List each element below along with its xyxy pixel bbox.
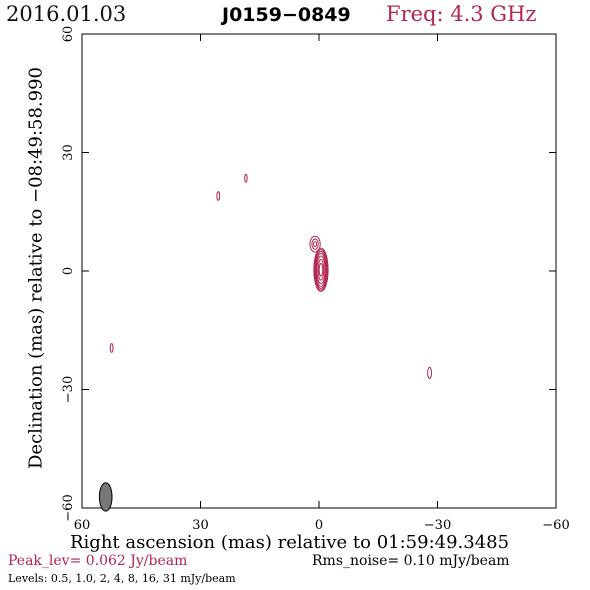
y-tick-label: 60 [61,26,76,43]
x-tick-label: −30 [424,518,451,533]
frequency-label: Freq: 4.3 GHz [386,2,537,26]
contour-line [315,252,327,287]
contour-line [309,235,321,253]
component-knot-n [309,235,321,253]
contour-line [316,255,326,285]
contour-line [318,262,324,277]
y-axis-label: Declination (mas) relative to −08:49:58.… [25,66,47,470]
x-tick-label: 60 [74,518,91,533]
beam-ellipse [98,482,113,512]
y-tick-label: −30 [61,376,76,403]
component-blob-1 [216,191,221,201]
component-blob-3 [109,343,114,353]
peak-level: Peak_lev= 0.062 Jy/beam [8,553,188,569]
contour-line [244,173,248,183]
source-name: J0159−0849 [222,4,351,26]
x-axis-label: Right ascension (mas) relative to 01:59:… [70,532,510,553]
observation-date: 2016.01.03 [6,2,127,26]
contour-line [313,247,329,293]
contour-line [312,241,318,248]
rms-noise: Rms_noise= 0.10 mJy/beam [312,553,510,569]
x-tick-label: 0 [315,518,323,533]
contour-line [317,259,325,281]
contour-levels: Levels: 0.5, 1.0, 2, 4, 8, 16, 31 mJy/be… [8,572,236,585]
component-blob-2 [244,173,248,183]
contour-layer [109,173,433,379]
y-tick-label: −60 [61,494,76,521]
beam-layer [98,482,113,512]
contour-line [427,366,433,379]
x-tick-label: 30 [192,518,209,533]
component-blob-4 [427,366,433,379]
contour-line [314,249,328,291]
x-tick-label: −60 [542,518,569,533]
contour-line [216,191,221,201]
contour-line [311,238,319,250]
y-tick-label: 0 [61,267,76,275]
contour-line [314,250,328,289]
axis-tick-labels: 60 30 0 −30 −60 −60 −30 0 30 60 [61,26,570,533]
y-tick-label: 30 [61,144,76,161]
contour-line [109,343,114,353]
axis-ticks [81,33,557,509]
component-core [313,247,329,293]
